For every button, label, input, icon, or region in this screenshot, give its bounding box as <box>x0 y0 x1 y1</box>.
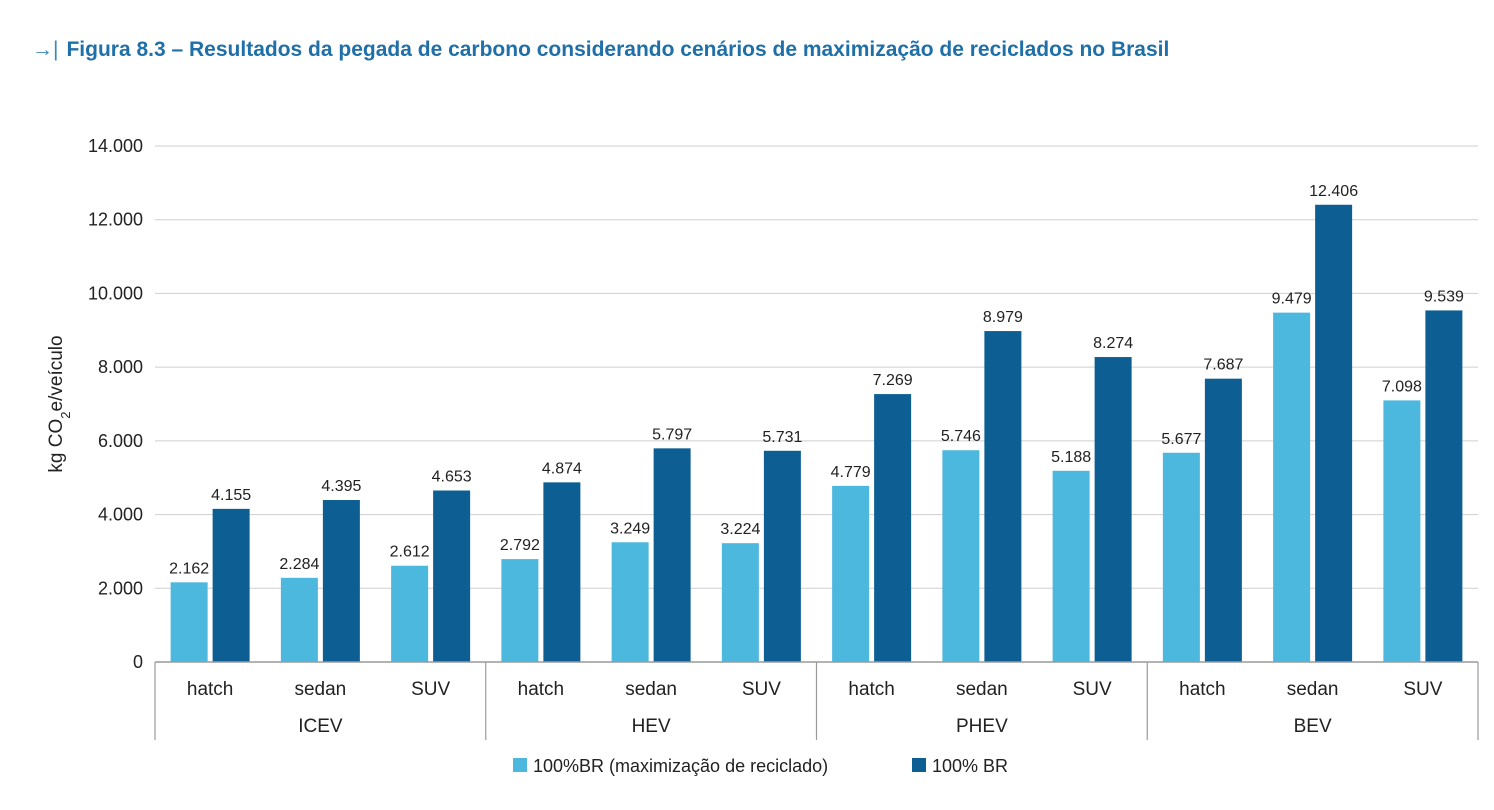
bar <box>611 542 649 662</box>
y-tick-label: 8.000 <box>98 357 143 377</box>
group-label: ICEV <box>298 716 343 737</box>
category-label: hatch <box>848 679 894 700</box>
bar-value-label: 2.162 <box>169 560 209 577</box>
bar-value-label: 7.269 <box>873 372 913 389</box>
bar <box>501 559 539 662</box>
arrow-bar-icon: →| <box>32 38 59 61</box>
bar-value-label: 2.792 <box>500 537 540 554</box>
category-label: SUV <box>742 679 781 700</box>
category-label: sedan <box>625 679 677 700</box>
figure-title: →| Figura 8.3 – Resultados da pegada de c… <box>32 38 1169 62</box>
bar-value-label: 8.979 <box>983 309 1023 326</box>
category-label: SUV <box>411 679 450 700</box>
category-label: sedan <box>956 679 1008 700</box>
bar <box>763 450 801 662</box>
y-axis-ticks: 0 2.000 4.000 6.000 8.000 10.000 12.000 14.000 <box>88 136 143 672</box>
category-label: hatch <box>1179 679 1225 700</box>
bar-value-label: 4.874 <box>542 460 582 477</box>
y-tick-label: 14.000 <box>88 136 143 156</box>
bar <box>280 577 318 662</box>
bar <box>1204 378 1242 662</box>
bar-value-label: 2.612 <box>390 544 430 561</box>
bar <box>832 485 870 662</box>
y-tick-label: 6.000 <box>98 431 143 451</box>
bar-value-label: 7.687 <box>1203 357 1243 374</box>
bar-value-label: 2.284 <box>279 556 319 573</box>
bar-value-label: 5.797 <box>652 426 692 443</box>
category-label: SUV <box>1403 679 1442 700</box>
y-tick-label: 0 <box>133 652 143 672</box>
bar-value-label: 4.779 <box>831 464 871 481</box>
bar <box>322 500 360 662</box>
bar <box>170 582 208 662</box>
bar <box>942 450 980 662</box>
legend: 100%BR (maximização de reciclado) 100% BR <box>513 756 1008 776</box>
group-label: BEV <box>1294 716 1332 737</box>
bar <box>433 490 471 662</box>
bar <box>874 394 912 662</box>
y-tick-label: 4.000 <box>98 505 143 525</box>
y-axis-label: kg CO2e/veículo <box>46 335 73 472</box>
bar <box>212 508 250 662</box>
bar-value-label: 5.746 <box>941 428 981 445</box>
bar-value-label: 4.653 <box>432 469 472 486</box>
value-labels: 2.162 4.155 2.284 4.395 2.612 4.653 2.792 4.874… <box>169 183 1464 578</box>
gridlines <box>155 145 1478 589</box>
category-label: sedan <box>294 679 346 700</box>
bar-value-label: 9.479 <box>1272 291 1312 308</box>
category-label: sedan <box>1287 679 1339 700</box>
bars <box>170 204 1463 662</box>
bar <box>543 482 581 662</box>
bar-value-label: 12.406 <box>1309 183 1358 200</box>
bar-value-label: 7.098 <box>1382 378 1422 395</box>
group-label: HEV <box>632 716 671 737</box>
y-tick-label: 12.000 <box>88 210 143 230</box>
bar-value-label: 9.539 <box>1424 288 1464 305</box>
figure-title-text: Figura 8.3 – Resultados da pegada de car… <box>66 38 1170 61</box>
bar <box>391 565 429 662</box>
bar <box>1315 204 1353 662</box>
bar <box>1162 452 1200 662</box>
bar <box>1052 470 1090 662</box>
legend-swatch <box>513 758 527 772</box>
bar <box>1383 400 1421 662</box>
bar <box>1273 312 1311 662</box>
bar <box>1094 357 1132 662</box>
bar-value-label: 5.677 <box>1161 431 1201 448</box>
category-label: hatch <box>518 679 564 700</box>
bar-value-label: 4.395 <box>321 478 361 495</box>
bar <box>721 543 759 662</box>
group-label: PHEV <box>956 716 1008 737</box>
category-label: SUV <box>1073 679 1112 700</box>
bar-value-label: 4.155 <box>211 487 251 504</box>
bar-value-label: 8.274 <box>1093 335 1133 352</box>
bar-value-label: 3.249 <box>610 520 650 537</box>
x-axis: hatch sedan SUV ICEV hatch sedan SUV HEV hatch se… <box>154 661 1479 740</box>
y-tick-label: 10.000 <box>88 283 143 303</box>
bar <box>653 448 691 662</box>
legend-swatch <box>912 758 926 772</box>
bar <box>1425 310 1463 662</box>
category-label: hatch <box>187 679 233 700</box>
bar-value-label: 3.224 <box>720 521 760 538</box>
bar <box>984 331 1022 662</box>
bar-value-label: 5.731 <box>762 429 802 446</box>
y-tick-label: 2.000 <box>98 578 143 598</box>
legend-label: 100% BR <box>932 756 1008 776</box>
bar-value-label: 5.188 <box>1051 449 1091 466</box>
legend-label: 100%BR (maximização de reciclado) <box>533 756 828 776</box>
